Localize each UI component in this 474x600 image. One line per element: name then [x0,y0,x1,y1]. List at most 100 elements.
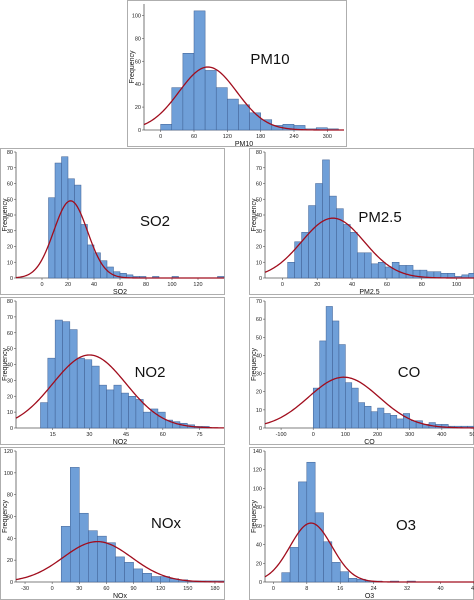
x-tick-label: 500 [469,432,474,438]
x-tick-label: 40 [349,282,355,288]
x-axis-label: PM10 [235,141,253,148]
histogram-bar [124,562,134,583]
y-tick-label: 10 [7,260,13,266]
x-tick-label: 90 [131,586,137,592]
histogram-bar [370,411,378,429]
histogram-bar [357,402,365,429]
histogram-bar [182,53,195,131]
histogram-bar [142,411,151,429]
panel-no2: 0 10 20 30 40 50 60 70 80 15 30 45 60 75 NO2 Frequency N… [0,297,225,446]
x-tick-label: 100 [341,432,350,438]
panel-co: 0 10 20 30 40 50 60 70 -100 0 100 200 300 400 500 CO Fre… [249,297,474,446]
histogram-bar [47,357,56,429]
histogram-bar [287,262,295,279]
y-tick-label: 40 [7,536,13,542]
histogram-bar [331,562,341,583]
y-tick-label: 0 [10,276,13,282]
y-tick-label: 20 [7,245,13,251]
y-tick-label: 80 [256,150,262,156]
histogram-bar [249,112,261,131]
y-tick-label: 50 [7,197,13,203]
y-tick-label: 20 [7,558,13,564]
histogram-bar [350,232,358,279]
histogram-bar [67,178,75,279]
histogram-bar [308,205,316,279]
y-tick-label: 20 [7,394,13,400]
pollutant-annotation: NO2 [135,364,166,381]
histogram-bar [193,10,206,131]
histogram-bar [128,396,137,429]
histogram-bar [364,405,372,429]
histogram-bar [135,399,144,429]
x-tick-label: 80 [143,282,149,288]
histogram-bar [106,389,115,429]
histogram-bar [91,365,100,429]
x-tick-label: 120 [223,134,232,140]
y-tick-label: 100 [4,471,13,477]
x-axis-label: NO2 [113,439,128,446]
histogram-bar [80,224,88,279]
x-tick-label: 60 [117,282,123,288]
histogram-bar [345,382,353,429]
y-tick-label: 60 [135,59,141,65]
histogram-bar [323,541,333,583]
x-tick-label: 150 [183,586,192,592]
x-tick-label: -30 [21,586,29,592]
histogram-bar [343,224,351,279]
histogram-bar [98,384,107,429]
y-tick-label: 60 [7,331,13,337]
y-axis-label: Frequency [251,198,258,232]
histogram-bar [289,547,299,583]
y-tick-label: 50 [7,347,13,353]
y-tick-label: 70 [256,299,262,305]
x-tick-label: 300 [405,432,414,438]
x-tick-label: 30 [86,432,92,438]
histogram-bar [157,411,166,429]
x-tick-label: 15 [50,432,56,438]
x-tick-label: 80 [419,282,425,288]
panel-so2: 0 10 20 30 40 50 60 70 80 0 20 40 60 80 100 120 SO2 Frequ… [0,148,225,296]
histogram-bar [40,402,49,429]
y-tick-label: 40 [7,213,13,219]
y-tick-label: 30 [7,378,13,384]
histogram-bar [76,357,85,429]
histogram-bar [312,387,320,429]
x-tick-label: 0 [312,432,315,438]
x-tick-label: 0 [281,282,284,288]
panel-pm10: 0 20 40 60 80 100 0 60 120 180 240 300 PM10 Frequency… [127,0,347,148]
pollutant-annotation: SO2 [140,213,170,230]
normal-fit-curve [264,217,474,279]
y-axis-label: Frequency [2,499,9,533]
y-tick-label: 30 [256,229,262,235]
normal-fit-curve [143,66,344,131]
histogram-bar [315,183,323,279]
histogram-bar [383,413,391,429]
y-tick-label: 40 [7,363,13,369]
x-tick-label: 16 [337,586,343,592]
histogram-bar [332,320,340,429]
histogram-bar [306,461,316,583]
x-tick-label: 60 [103,586,109,592]
y-axis-label: Frequency [251,347,258,381]
x-tick-label: 60 [384,282,390,288]
histogram-bar [84,359,93,429]
x-tick-label: 120 [193,282,202,288]
x-axis-label: O3 [365,593,374,600]
histogram-bar [204,70,217,131]
y-tick-label: 40 [256,543,262,549]
histogram-bar [142,573,152,583]
y-tick-label: 60 [256,182,262,188]
histogram-bar [160,124,173,131]
x-tick-label: 20 [65,282,71,288]
x-tick-label: 40 [91,282,97,288]
x-tick-label: 180 [210,586,219,592]
histogram-bar [301,232,309,279]
x-axis-label: CO [364,439,375,446]
x-tick-label: 24 [371,586,377,592]
pollutant-annotation: PM10 [250,51,289,68]
histogram-bar [364,252,372,279]
y-tick-label: 20 [256,390,262,396]
histogram-bar [238,104,250,131]
y-tick-label: 40 [135,82,141,88]
histogram-bar [150,408,159,429]
